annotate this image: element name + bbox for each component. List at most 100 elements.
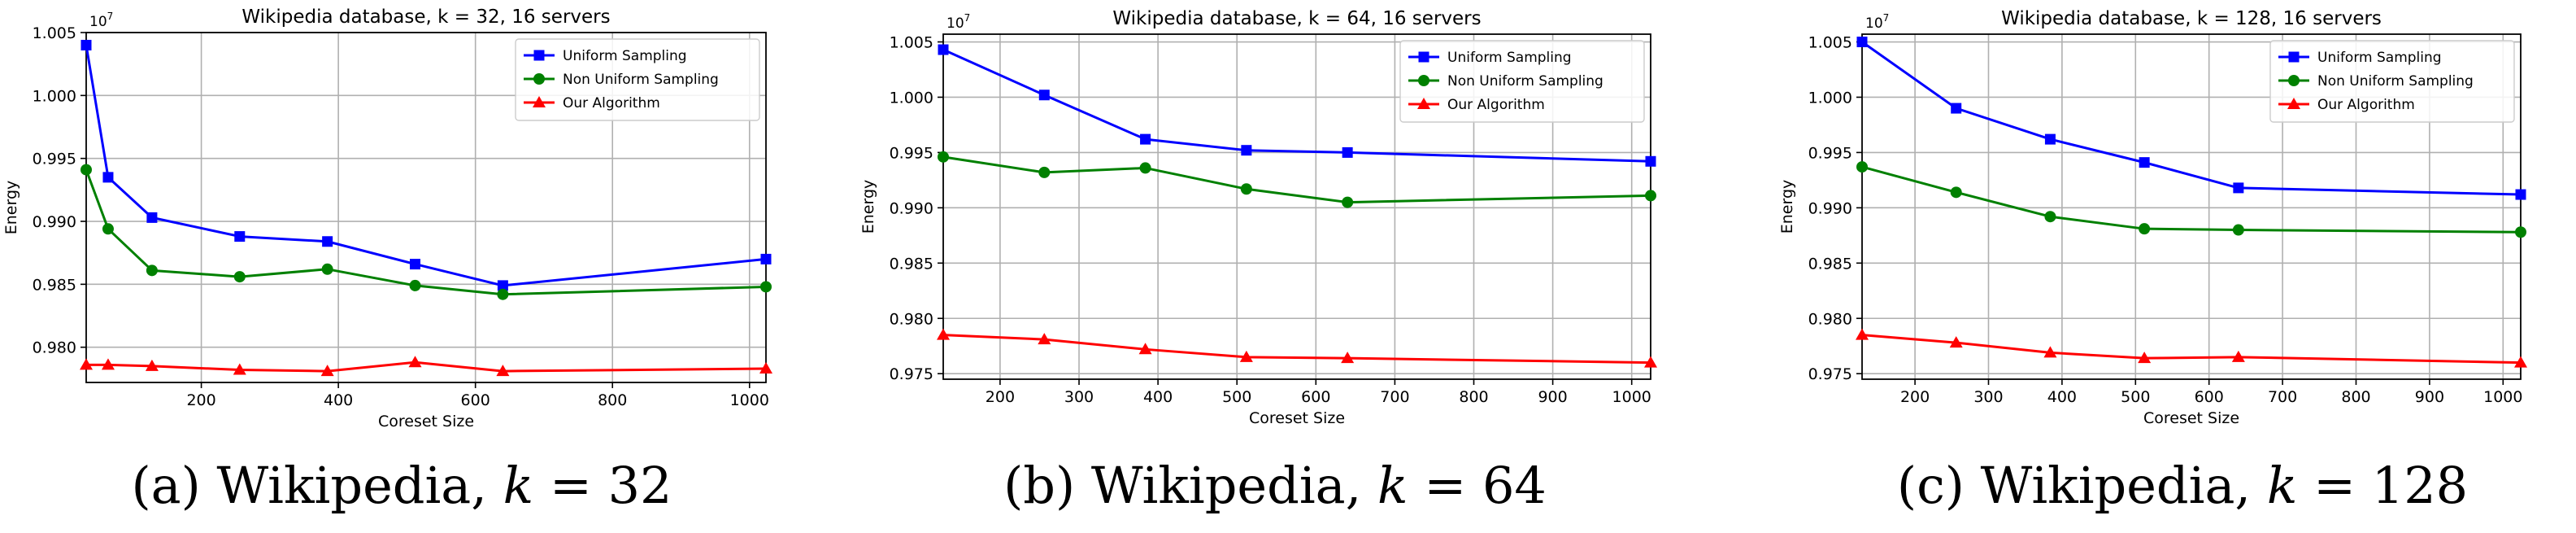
chart-c-series-2-point-0 xyxy=(1856,328,1869,340)
chart-c-ytick-label-5: 1.000 xyxy=(1808,89,1852,107)
chart-a-legend-label-2: Our Algorithm xyxy=(563,95,660,111)
chart-a-ytick-label-3: 0.995 xyxy=(33,151,76,168)
chart-b-series-0-line xyxy=(942,48,1651,163)
chart-b-ytick-label-0: 0.975 xyxy=(890,365,933,383)
chart-c: 200 300 400 500 600 700 800 900 1000 0.975 0.980 0.… xyxy=(1778,8,2527,427)
chart-a-xtick-label-2: 600 xyxy=(461,391,490,409)
chart-b-legend-swatch-marker-2 xyxy=(1417,98,1430,109)
chart-b-xtick-label-7: 900 xyxy=(1538,388,1567,406)
chart-a-series-2-point-2 xyxy=(145,359,159,371)
chart-c-series-0-line xyxy=(1861,41,2522,196)
chart-c-series-0-point-4 xyxy=(2233,182,2244,194)
chart-b-ytick-label-4: 0.995 xyxy=(890,144,933,162)
chart-b-series-0-point-0 xyxy=(938,44,949,55)
chart-b-series-0-point-2 xyxy=(1140,133,1151,145)
chart-a-series-2-point-3 xyxy=(233,363,246,375)
chart-b-xtick-label-6: 800 xyxy=(1459,388,1488,406)
chart-b-xtick-label-2: 400 xyxy=(1143,388,1173,406)
caption-c-suffix: = 128 xyxy=(2297,456,2469,515)
chart-b-ytick-label-2: 0.985 xyxy=(890,255,933,273)
chart-a-ytick-label-4: 1.000 xyxy=(33,87,76,105)
chart-b-legend-label-1: Non Uniform Sampling xyxy=(1447,73,1603,90)
caption-b-k: k xyxy=(1377,456,1408,515)
chart-c-legend-swatch-marker-2 xyxy=(2287,98,2300,109)
chart-b-xtick-label-1: 300 xyxy=(1064,388,1094,406)
chart-b-series-1-point-3 xyxy=(1240,183,1252,195)
chart-c-series-2-line xyxy=(1861,334,2522,365)
chart-b-xtick-label-4: 600 xyxy=(1301,388,1330,406)
chart-c-series-1-point-5 xyxy=(2515,226,2526,238)
chart-c-ytick-label-1: 0.980 xyxy=(1808,310,1852,328)
chart-c-series-2-point-2 xyxy=(2043,346,2057,358)
chart-b-legend-swatch-marker-1 xyxy=(1418,75,1429,86)
chart-b-series-0-point-3 xyxy=(1241,145,1252,156)
chart-c-xtick-label-4: 600 xyxy=(2195,388,2224,406)
caption-b: (b) Wikipedia, k = 64 xyxy=(868,456,1682,515)
chart-a-ytick-label-2: 0.990 xyxy=(33,213,76,231)
chart-b-series-2-point-2 xyxy=(1138,343,1152,355)
chart-a-ytick-label-5: 1.005 xyxy=(33,24,76,42)
chart-b-legend-swatch-marker-0 xyxy=(1418,51,1429,63)
chart-a-plot-frame xyxy=(85,32,767,383)
chart-b: 200 300 400 500 600 700 800 900 1000 0.975 0.980 0.… xyxy=(859,8,1657,427)
chart-c-series-2-point-1 xyxy=(1949,336,1963,348)
chart-b-xtick-label-3: 500 xyxy=(1222,388,1251,406)
chart-b-series-2-point-0 xyxy=(937,328,950,340)
chart-c-legend-label-0: Uniform Sampling xyxy=(2317,50,2442,66)
chart-a-series-2-point-4 xyxy=(320,365,334,377)
caption-a-suffix: = 32 xyxy=(533,456,672,515)
chart-a-xtick-label-3: 800 xyxy=(598,391,627,409)
chart-b-xtick-label-0: 200 xyxy=(986,388,1015,406)
chart-a-series-0-point-0 xyxy=(80,39,92,50)
chart-a-series-2-point-5 xyxy=(408,356,422,368)
chart-c-legend-label-2: Our Algorithm xyxy=(2317,97,2415,113)
chart-c-series-0-point-0 xyxy=(1856,37,1868,48)
chart-b-series-2-point-5 xyxy=(1644,356,1657,368)
chart-a-series-1-point-0 xyxy=(80,164,92,176)
chart-a-legend xyxy=(515,38,760,121)
chart-c-ylabel: Energy xyxy=(1778,180,1796,234)
chart-a-series-0-point-2 xyxy=(146,212,158,223)
chart-b-legend xyxy=(1399,40,1645,123)
chart-c-xtick-label-7: 900 xyxy=(2415,388,2444,406)
chart-b-series-1-point-4 xyxy=(1342,196,1354,208)
chart-c-series-1-point-0 xyxy=(1856,161,1868,173)
chart-c-series-1-line xyxy=(1861,165,2522,234)
chart-a-series-2-point-7 xyxy=(759,361,772,374)
chart-c-xlabel: Coreset Size xyxy=(2143,409,2239,427)
chart-c-title: Wikipedia database, k = 128, 16 servers xyxy=(2001,8,2382,29)
chart-a-series-0-point-4 xyxy=(322,236,333,247)
chart-b-series-2-point-3 xyxy=(1239,350,1253,362)
chart-a-legend-swatch-marker-1 xyxy=(533,73,545,85)
chart-b-ytick-label-6: 1.005 xyxy=(890,34,933,52)
chart-c-ytick-label-3: 0.990 xyxy=(1808,199,1852,217)
chart-a-series-1-line xyxy=(85,169,767,296)
chart-a-series-0-point-1 xyxy=(102,172,114,183)
chart-b-series-1-line xyxy=(942,155,1651,204)
chart-a-offset-exponent: 7 xyxy=(107,11,114,22)
chart-a-series-0-point-7 xyxy=(760,253,772,264)
chart-c-legend-label-1: Non Uniform Sampling xyxy=(2317,73,2474,90)
chart-a-title: Wikipedia database, k = 32, 16 servers xyxy=(242,7,610,28)
chart-a-legend-label-0: Uniform Sampling xyxy=(563,48,687,64)
chart-b-title: Wikipedia database, k = 64, 16 servers xyxy=(1112,8,1481,29)
chart-c-series-2-point-5 xyxy=(2514,356,2527,368)
chart-a-xtick-label-4: 1000 xyxy=(730,391,769,409)
chart-b-series-2-point-4 xyxy=(1341,352,1355,364)
caption-c-prefix: (c) Wikipedia, xyxy=(1896,456,2267,515)
chart-b-series-2-line xyxy=(942,334,1651,365)
caption-a-prefix: (a) Wikipedia, xyxy=(131,456,503,515)
chart-c-legend-swatch-marker-1 xyxy=(2288,75,2300,86)
chart-b-offset-text: 107 xyxy=(946,12,970,32)
chart-c-ytick-label-2: 0.985 xyxy=(1808,255,1852,273)
chart-c-plot-frame xyxy=(1861,33,2522,380)
chart-c-ytick-label-0: 0.975 xyxy=(1808,365,1852,383)
chart-b-ylabel: Energy xyxy=(859,180,877,234)
chart-c-xtick-label-2: 400 xyxy=(2047,388,2077,406)
chart-b-ytick-label-1: 0.980 xyxy=(890,310,933,328)
chart-c-ytick-label-6: 1.005 xyxy=(1808,34,1852,52)
chart-a-ytick-label-0: 0.980 xyxy=(33,339,76,357)
chart-c-series-0-point-1 xyxy=(1951,103,1962,114)
chart-a-ylabel: Energy xyxy=(2,181,20,235)
